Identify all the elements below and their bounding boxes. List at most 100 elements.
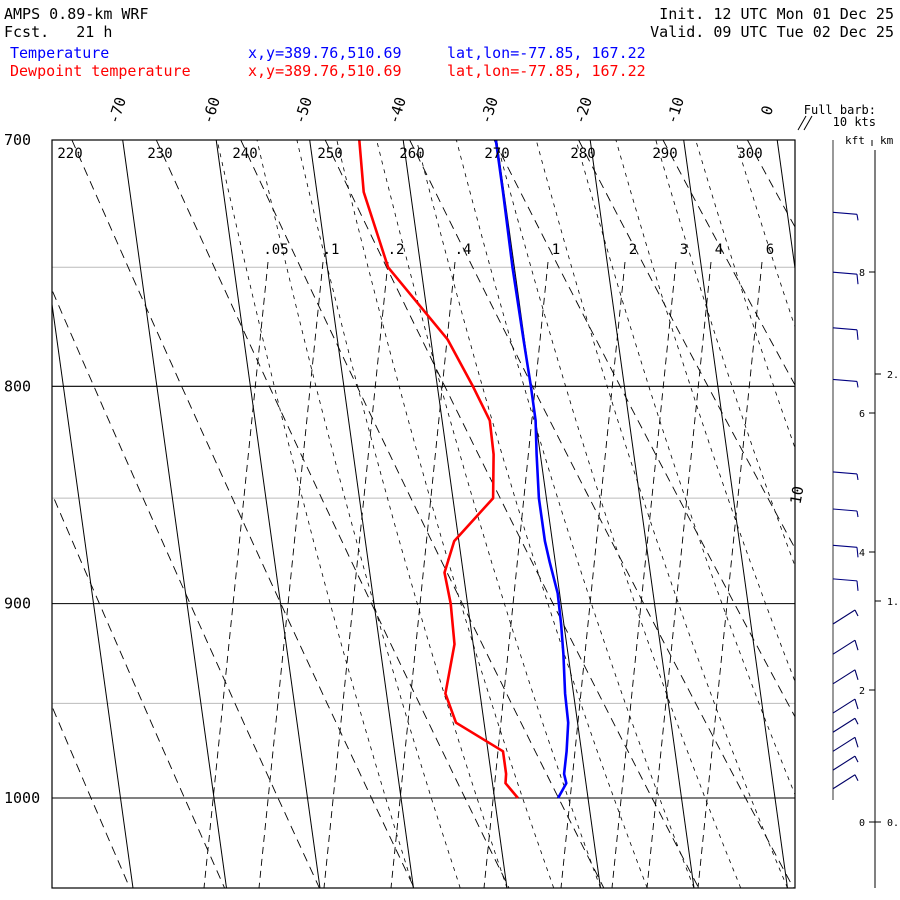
pressure-label-700: 700 xyxy=(4,131,31,149)
theta-label: 230 xyxy=(147,146,172,162)
theta-label: 220 xyxy=(57,146,82,162)
isotherm--30 xyxy=(402,140,508,888)
theta-label: 240 xyxy=(232,146,257,162)
legend-temperature-xy: x,y=389.76,510.69 xyxy=(248,44,402,62)
wind-barb-flag xyxy=(856,473,859,481)
dry-adiabat-230 xyxy=(71,140,415,888)
wind-barb-flag xyxy=(854,755,859,763)
dry-adiabat-210 xyxy=(52,492,226,888)
wind-barb-flag xyxy=(856,329,859,340)
wind-barb xyxy=(832,609,856,625)
wind-barb-flag xyxy=(856,510,859,518)
moist-adiabat-20 xyxy=(695,140,795,450)
barb-key-label: Full barb: xyxy=(804,103,876,117)
moist-adiabat--5 xyxy=(495,140,742,888)
forecast-label-text: Fcst. xyxy=(4,23,50,41)
moist-adiabat--20 xyxy=(376,140,601,888)
isotherm-label: -40 xyxy=(384,95,409,126)
mixing-ratio-label: .4 xyxy=(455,242,472,258)
theta-label: 260 xyxy=(399,146,424,162)
isotherm--20 xyxy=(496,140,601,888)
axis-labels: .05 .1 .2 .4 1 2 3 4 6 220 230 240 250 260 270 280 290 30… xyxy=(4,95,808,807)
isotherm--70 xyxy=(52,300,134,888)
kft-tick-label: 0 xyxy=(859,818,865,829)
wind-barb xyxy=(832,508,858,512)
mixing-ratio-line-1 xyxy=(258,261,324,888)
wind-barb-flag xyxy=(854,640,859,651)
wind-barb-flag xyxy=(854,609,859,617)
wind-barb-flag xyxy=(854,698,859,710)
moist-adiabat--15 xyxy=(416,140,648,888)
wind-barb-flag xyxy=(854,669,859,681)
mixing-ratio-line-6 xyxy=(611,261,677,888)
dry-adiabat-200 xyxy=(52,705,131,888)
legend-dewpoint-xy: x,y=389.76,510.69 xyxy=(248,62,402,80)
kft-tick-label: 8 xyxy=(859,268,865,279)
dewpoint-profile xyxy=(358,140,519,799)
wind-barb xyxy=(832,271,858,275)
mixing-ratio-line-2 xyxy=(323,261,389,888)
km-tick-label: 2. xyxy=(887,370,899,381)
moist-adiabat-10 xyxy=(615,140,795,683)
pressure-label-800: 800 xyxy=(4,377,31,395)
isotherm-label: -50 xyxy=(290,95,315,126)
isotherm-label: -20 xyxy=(570,95,595,126)
isotherm--10 xyxy=(589,140,695,888)
dry-adiabat-320 xyxy=(832,140,900,888)
kft-tick-label: 2 xyxy=(859,686,865,697)
mixing-ratio-label: 6 xyxy=(766,242,774,258)
isotherm-label: -70 xyxy=(104,95,129,126)
mixing-ratio-label: 2 xyxy=(629,242,637,258)
wind-barb-flag xyxy=(856,547,859,558)
wind-barb xyxy=(832,327,858,331)
isotherm-label: 10 xyxy=(787,485,808,506)
dry-adiabat-260 xyxy=(324,140,700,888)
height-axis-km: km xyxy=(880,134,894,147)
isotherm-label: -10 xyxy=(662,95,687,126)
wind-barb xyxy=(832,669,856,685)
model-title: AMPS 0.89-km WRF xyxy=(4,5,149,23)
wind-barb xyxy=(832,378,858,382)
isotherm--80 xyxy=(0,140,39,888)
valid-time: Valid. 09 UTC Tue 02 Dec 25 xyxy=(650,23,894,41)
init-time: Init. 12 UTC Mon 01 Dec 25 xyxy=(659,5,894,23)
isotherm-10 xyxy=(776,140,795,272)
mixing-ratio-label: 3 xyxy=(680,242,688,258)
kft-tick-label: 6 xyxy=(859,409,865,420)
mixing-ratio-line-7 xyxy=(646,261,712,888)
forecast-hours: 21 h xyxy=(76,23,113,41)
moist-adiabat-15 xyxy=(655,140,795,568)
wind-barb xyxy=(832,736,856,752)
wind-barb xyxy=(832,578,858,582)
moist-adiabat-0 xyxy=(535,140,788,888)
plot-frame xyxy=(51,139,796,889)
moist-adiabat-5 xyxy=(575,140,795,796)
theta-label: 280 xyxy=(570,146,595,162)
wind-barb xyxy=(832,774,856,790)
km-tick-label: 1. xyxy=(887,597,899,608)
wind-barb-flag xyxy=(854,718,859,725)
wind-barb-flag xyxy=(856,580,859,591)
wind-barb-flag xyxy=(856,381,859,388)
wind-barb xyxy=(832,755,856,771)
mixing-ratio-line-5 xyxy=(560,261,626,888)
isotherm--50 xyxy=(215,140,321,888)
mixing-ratio-line-4 xyxy=(483,261,549,888)
moist-adiabat--35 xyxy=(256,140,461,888)
profiles xyxy=(358,140,570,799)
wind-barb xyxy=(832,544,858,548)
isotherm--60 xyxy=(122,140,227,888)
moist-adiabat--40 xyxy=(216,140,414,888)
moist-adiabat--30 xyxy=(296,140,508,888)
wind-barb-flag xyxy=(854,737,859,748)
theta-label: 300 xyxy=(737,146,762,162)
dry-adiabat-290 xyxy=(578,140,795,550)
mixing-ratio-label: 1 xyxy=(552,242,560,258)
height-axis-kft: kft xyxy=(845,134,865,147)
isotherm-label: -30 xyxy=(476,95,501,126)
barb-key-staff xyxy=(797,115,807,131)
mixing-ratio-label: .1 xyxy=(323,242,340,258)
wind-barb xyxy=(832,639,856,655)
legend-temperature-latlon: lat,lon=-77.85, 167.22 xyxy=(447,44,646,62)
mixing-ratio-label: .2 xyxy=(388,242,405,258)
